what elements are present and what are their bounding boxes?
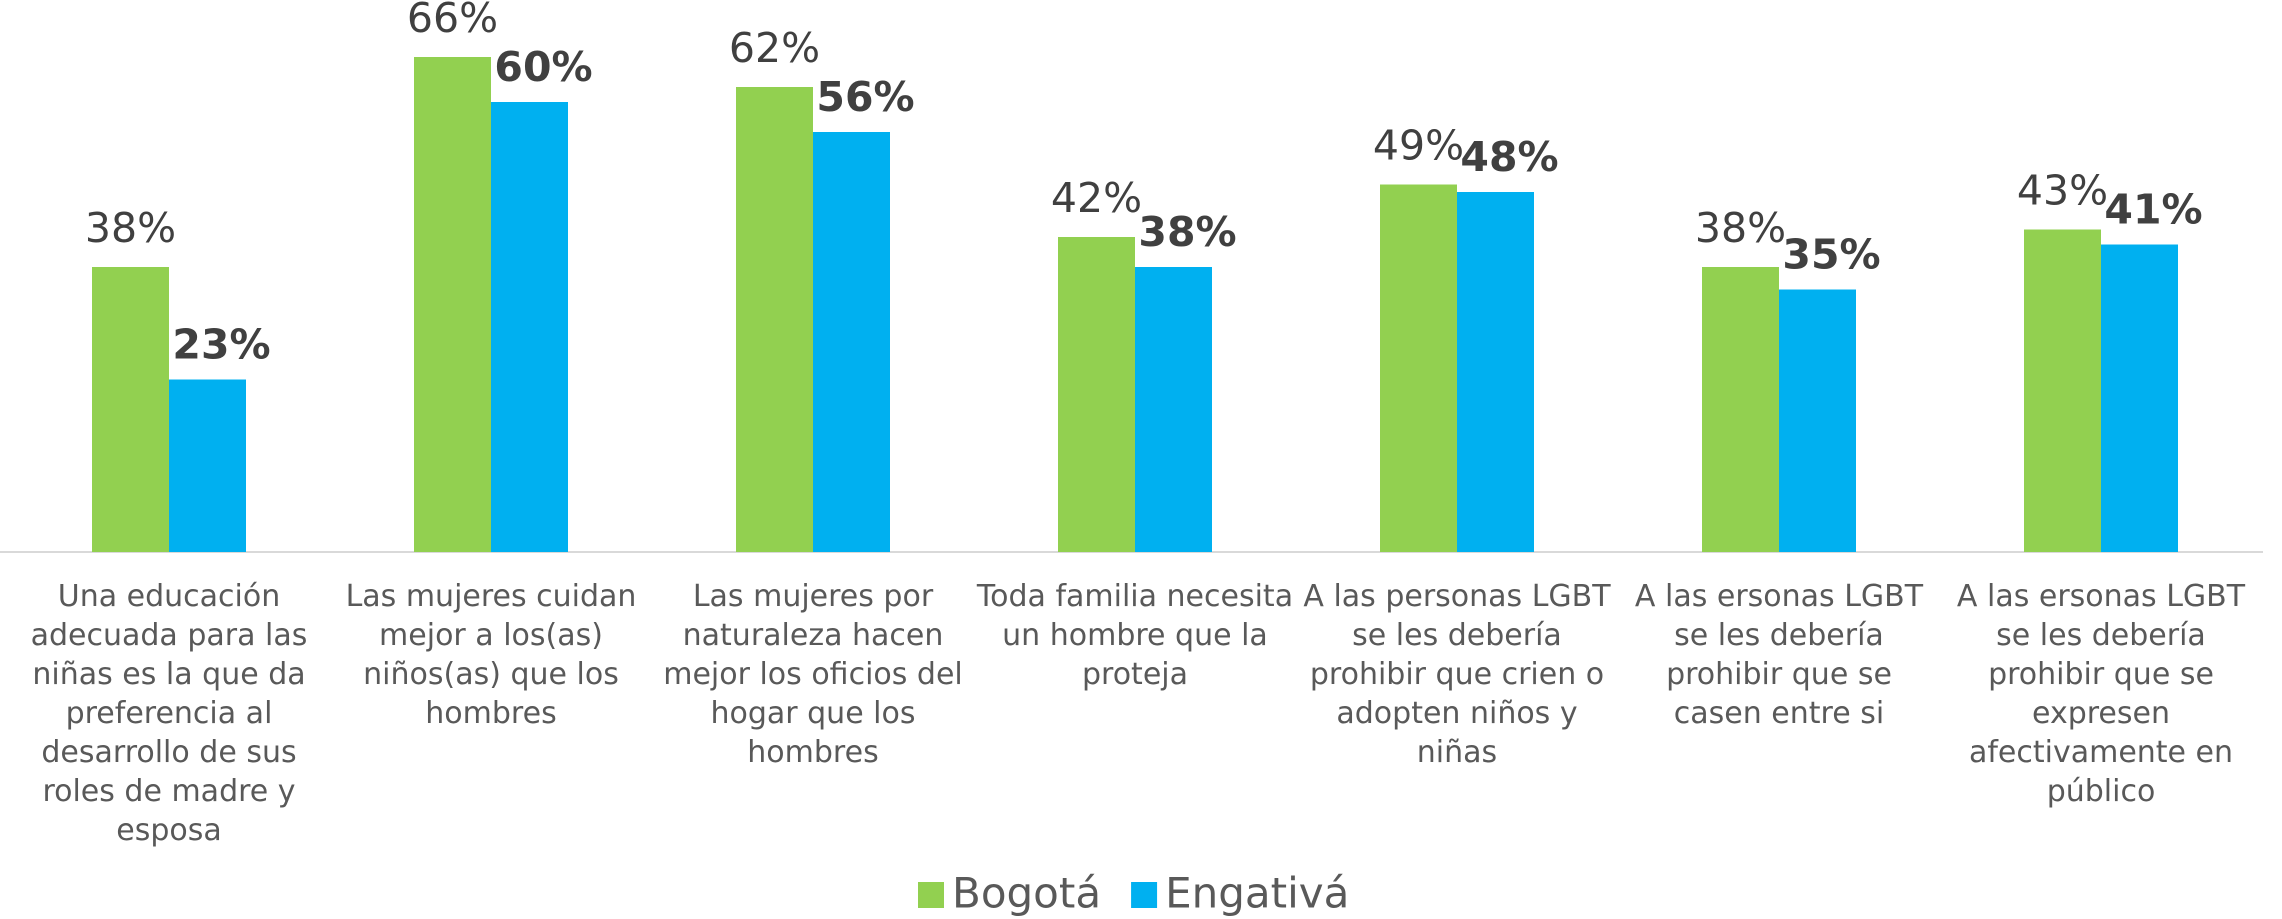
bar (1135, 267, 1212, 552)
bar (1702, 267, 1779, 552)
legend-label: Engativá (1165, 869, 1349, 918)
value-label: 23% (172, 321, 270, 369)
x-tick-label: A las ersonas LGBT se les debería prohibir… (1957, 579, 2246, 809)
value-label: 66% (407, 0, 498, 42)
bar (2101, 244, 2178, 552)
legend-swatch (918, 882, 944, 908)
x-tick-label: Las mujeres por naturaleza hacen mejor los… (663, 579, 963, 770)
value-label: 41% (2104, 186, 2202, 234)
x-tick-label: A las ersonas LGBT se les debería prohibir… (1635, 579, 1924, 731)
value-label: 49% (1373, 122, 1464, 170)
bar (1779, 289, 1856, 552)
value-label: 38% (1138, 208, 1236, 256)
bar (1457, 192, 1534, 552)
value-label: 62% (729, 24, 820, 72)
bar (92, 267, 169, 552)
legend-swatch (1131, 882, 1158, 908)
x-tick-label: Una educación adecuada para las niñas es l… (31, 579, 308, 848)
value-label: 38% (1695, 204, 1786, 252)
bar (169, 379, 246, 552)
legend-label: Bogotá (952, 869, 1101, 918)
bar (736, 87, 813, 552)
bar (2024, 229, 2101, 552)
value-label: 35% (1782, 231, 1880, 279)
bar (491, 102, 568, 552)
x-tick-label: A las personas LGBT se les debería prohibi… (1303, 579, 1611, 770)
x-tick-label: Las mujeres cuidan mejor a los(as) niños(a… (346, 579, 637, 731)
value-label: 42% (1051, 174, 1142, 222)
value-label: 48% (1460, 133, 1558, 181)
bar (813, 132, 890, 552)
bar (1058, 237, 1135, 552)
value-label: 43% (2017, 167, 2108, 215)
x-tick-label: Toda familia necesita un hombre que la pro… (976, 579, 1293, 692)
value-label: 60% (494, 43, 592, 91)
value-label: 56% (816, 73, 914, 121)
bar (414, 57, 491, 552)
bar (1380, 184, 1457, 552)
value-label: 38% (85, 204, 176, 252)
